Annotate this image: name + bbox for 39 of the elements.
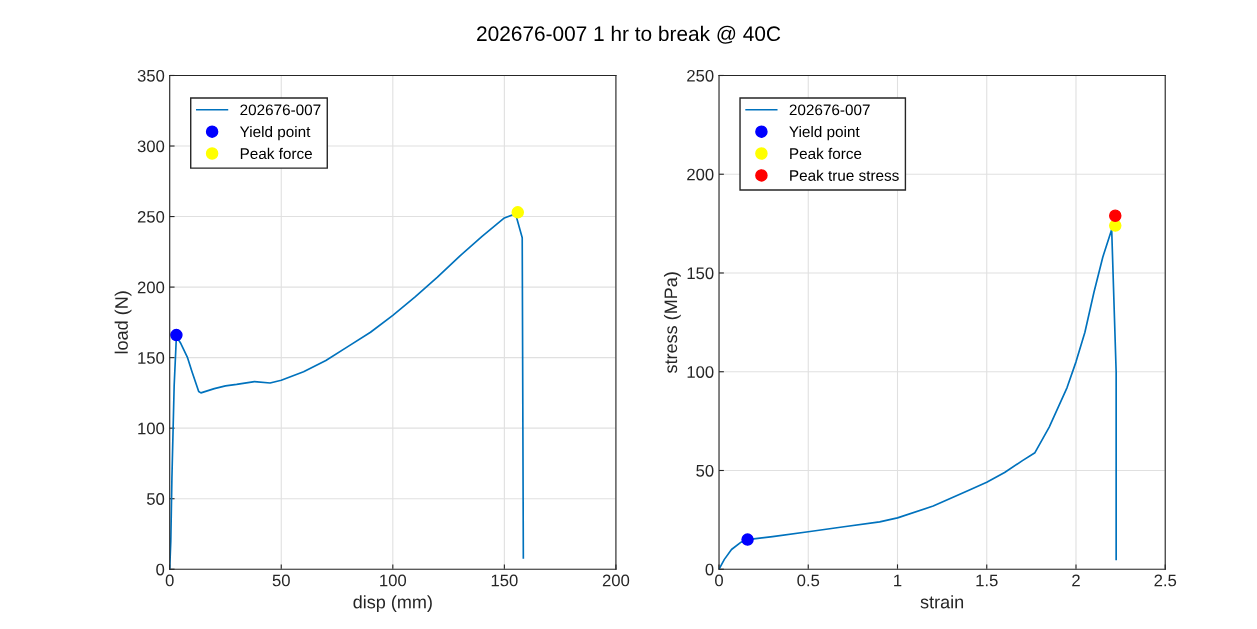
legend-label: 202676-007 bbox=[789, 104, 870, 116]
y-tick-label: 100 bbox=[138, 422, 165, 435]
legend-label: 202676-007 bbox=[240, 104, 321, 116]
x-axis-title: disp (mm) bbox=[353, 595, 432, 613]
y-tick-label: 50 bbox=[696, 464, 714, 477]
legend-label: Yield point bbox=[239, 125, 311, 141]
point bbox=[1109, 209, 1122, 222]
x-tick-label: 2 bbox=[1072, 574, 1080, 587]
y-tick-label: 150 bbox=[138, 352, 165, 364]
point bbox=[741, 533, 754, 546]
y-tick-label: 200 bbox=[137, 281, 165, 294]
x-tick-label: 0.5 bbox=[797, 574, 820, 587]
x-tick-label: 100 bbox=[380, 574, 407, 587]
legend-label: Peak force bbox=[790, 147, 862, 160]
y-tick-label: 250 bbox=[137, 210, 165, 223]
chart-title: 202676-007 1 hr to break @ 40C bbox=[477, 25, 781, 44]
x-tick-label: 50 bbox=[272, 574, 290, 587]
y-tick-label: 100 bbox=[687, 366, 714, 378]
y-tick-label: 0 bbox=[156, 563, 165, 576]
legend-label: Peak true stress bbox=[790, 169, 899, 181]
x-axis-title: strain bbox=[920, 595, 964, 609]
x-tick-label: 0 bbox=[715, 574, 723, 587]
x-tick-label: 0 bbox=[165, 574, 174, 587]
y-axis-title: load (N) bbox=[114, 291, 132, 354]
y-tick-label: 250 bbox=[687, 69, 714, 82]
y-tick-label: 350 bbox=[137, 69, 165, 82]
y-tick-label: 50 bbox=[146, 493, 165, 505]
legend-label: Peak force bbox=[240, 147, 312, 160]
y-tick-label: 200 bbox=[687, 168, 714, 181]
x-tick-label: 1 bbox=[894, 574, 902, 587]
x-tick-label: 200 bbox=[602, 574, 630, 587]
x-tick-label: 150 bbox=[491, 574, 518, 587]
x-tick-label: 2.5 bbox=[1154, 574, 1177, 587]
legend-label: Yield point bbox=[789, 125, 860, 141]
x-tick-label: 1.5 bbox=[976, 574, 998, 587]
y-tick-label: 150 bbox=[687, 267, 714, 280]
y-tick-label: 0 bbox=[705, 563, 714, 576]
y-axis-title: stress (MPa) bbox=[663, 272, 681, 374]
y-tick-label: 300 bbox=[137, 140, 165, 153]
